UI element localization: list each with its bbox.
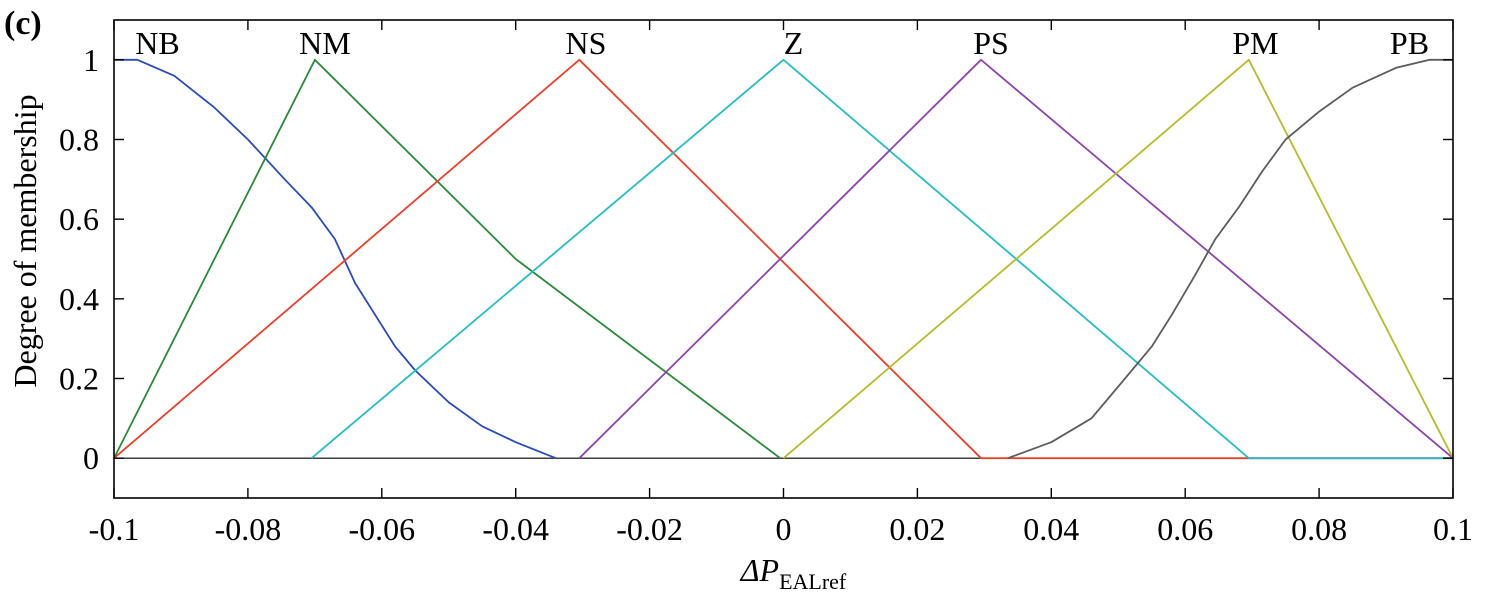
series-line-ps <box>578 58 1454 459</box>
series-label-pb: PB <box>1390 25 1429 61</box>
series-line-nm <box>113 58 781 459</box>
x-tick-label: -0.1 <box>89 511 140 547</box>
series-label-ps: PS <box>973 25 1009 61</box>
panel-label: (c) <box>4 5 42 42</box>
y-tick-label: 0.4 <box>59 281 99 317</box>
y-axis-label: Degree of membership <box>7 94 43 387</box>
series-line-pb <box>1007 58 1453 460</box>
series-line-nb <box>114 58 557 460</box>
series-label-pm: PM <box>1232 25 1278 61</box>
series-line-ns <box>113 58 1453 460</box>
series-layer <box>113 58 1454 460</box>
x-tick-label: -0.02 <box>616 511 683 547</box>
y-tick-label: 0.6 <box>59 201 99 237</box>
x-tick-label: 0.02 <box>889 511 945 547</box>
labels-layer: NB NM NS Z PS PM PB -0.1 -0.08 -0.06 -0.04 -0.02 0 0.… <box>59 25 1473 547</box>
y-tick-label: 0.8 <box>59 122 99 158</box>
ticks-layer <box>113 20 1454 498</box>
x-tick-label: 0.06 <box>1157 511 1213 547</box>
plot-frame <box>113 19 1454 499</box>
x-tick-label: 0 <box>776 511 792 547</box>
x-tick-label: -0.08 <box>215 511 282 547</box>
x-axis-label-subscript: EALref <box>779 569 847 593</box>
series-line-pm <box>782 58 1454 459</box>
series-label-nb: NB <box>135 25 179 61</box>
y-tick-label: 1 <box>83 42 99 78</box>
y-tick-label: 0.2 <box>59 361 99 397</box>
x-tick-label: -0.06 <box>348 511 415 547</box>
series-label-z: Z <box>784 25 804 61</box>
x-tick-label: 0.1 <box>1433 511 1473 547</box>
x-tick-label: -0.04 <box>482 511 549 547</box>
series-label-ns: NS <box>566 25 607 61</box>
x-tick-label: 0.08 <box>1291 511 1347 547</box>
x-tick-label: 0.04 <box>1023 511 1079 547</box>
series-label-nm: NM <box>299 25 351 61</box>
series-line-z <box>310 58 1453 460</box>
x-axis-label-prefix: ΔP <box>739 552 779 588</box>
x-axis-label: ΔPEALref <box>739 552 847 593</box>
y-tick-label: 0 <box>83 440 99 476</box>
